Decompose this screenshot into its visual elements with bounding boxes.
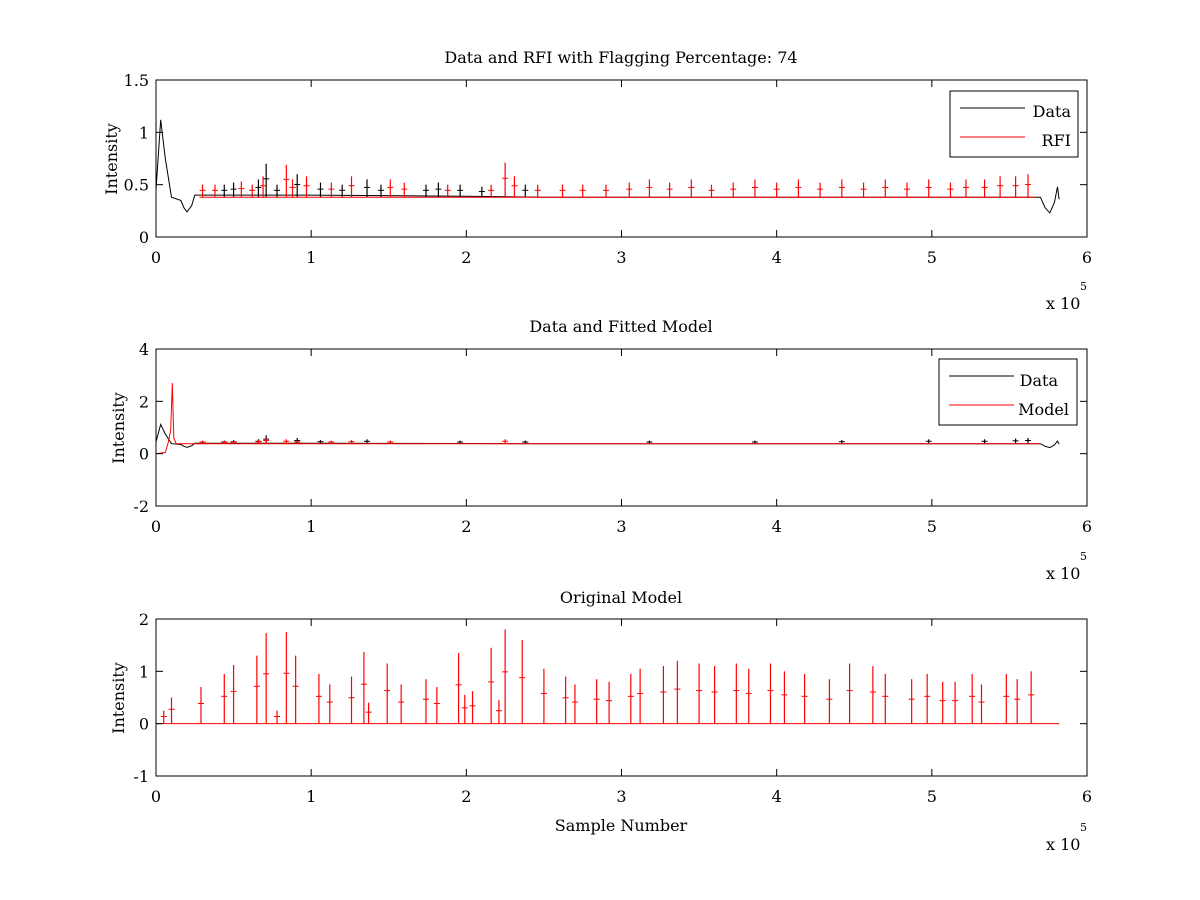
x-axis-label: Sample Number (555, 816, 688, 835)
legend: Data RFI (949, 90, 1079, 158)
chart-title: Data and RFI with Flagging Percentage: 7… (444, 48, 797, 67)
legend: Data Model (938, 358, 1078, 426)
x-tick-label: 6 (1082, 787, 1092, 806)
x-tick-label: 2 (461, 248, 471, 267)
y-axis-label: Intensity (109, 662, 128, 734)
axis-ticks: 0 1 2 3 4 5 6 0 0.5 1 1.5 (124, 71, 1093, 267)
chart-title: Data and Fitted Model (529, 317, 712, 336)
x-tick-label: 1 (306, 517, 316, 536)
series-line-data (155, 119, 1060, 214)
series-layer (156, 629, 1060, 725)
x-tick-label: 0 (151, 787, 161, 806)
legend-box (949, 90, 1079, 158)
x-tick-label: 5 (927, 517, 937, 536)
y-tick-label: 0 (139, 445, 149, 464)
y-tick-label: 2 (139, 392, 149, 411)
x-tick-label: 5 (927, 248, 937, 267)
x-tick-label: 0 (151, 517, 161, 536)
y-tick-label: 1 (139, 662, 149, 681)
x-multiplier-exponent: 5 (1080, 550, 1087, 563)
x-tick-label: 4 (772, 517, 782, 536)
x-tick-label: 6 (1082, 248, 1092, 267)
x-multiplier-base: x 10 (1046, 294, 1080, 313)
legend-label-rfi: RFI (1042, 131, 1071, 150)
x-multiplier-base: x 10 (1046, 564, 1080, 583)
legend-label-data: Data (1020, 371, 1059, 390)
x-axis-multiplier: x 10 5 (1046, 280, 1087, 313)
x-tick-label: 5 (927, 787, 937, 806)
y-axis-label: Intensity (109, 392, 128, 464)
series-line-model (155, 382, 1041, 455)
x-tick-label: 3 (616, 787, 626, 806)
plot-area (155, 79, 1088, 238)
x-multiplier-exponent: 5 (1080, 280, 1087, 293)
series-layer (155, 382, 1060, 455)
y-tick-label: 1 (139, 123, 149, 142)
x-tick-label: 1 (306, 248, 316, 267)
panel-rfi-flagging: Data and RFI with Flagging Percentage: 7… (102, 48, 1092, 313)
x-tick-label: 1 (306, 787, 316, 806)
y-tick-label: -2 (133, 497, 149, 516)
x-axis-multiplier: x 10 5 (1046, 821, 1087, 854)
x-tick-label: 4 (772, 248, 782, 267)
x-tick-label: 3 (616, 248, 626, 267)
x-tick-label: 3 (616, 517, 626, 536)
x-multiplier-exponent: 5 (1080, 821, 1087, 834)
y-tick-label: 2 (139, 610, 149, 629)
x-tick-label: 6 (1082, 517, 1092, 536)
legend-box (938, 358, 1078, 426)
x-tick-label: 2 (461, 787, 471, 806)
x-tick-label: 2 (461, 517, 471, 536)
y-axis-label: Intensity (102, 123, 121, 195)
y-tick-label: 1.5 (124, 71, 149, 90)
chart-title: Original Model (560, 588, 682, 607)
x-multiplier-base: x 10 (1046, 835, 1080, 854)
series-layer (155, 119, 1060, 214)
y-tick-label: 0 (139, 715, 149, 734)
legend-label-data: Data (1033, 102, 1072, 121)
y-tick-label: -1 (133, 767, 149, 786)
x-tick-label: 0 (151, 248, 161, 267)
plot-area (155, 348, 1088, 507)
y-tick-label: 0.5 (124, 176, 149, 195)
legend-label-model: Model (1018, 400, 1069, 419)
y-tick-label: 4 (139, 340, 149, 359)
y-tick-label: 0 (139, 228, 149, 247)
x-axis-multiplier: x 10 5 (1046, 550, 1087, 583)
x-tick-label: 4 (772, 787, 782, 806)
